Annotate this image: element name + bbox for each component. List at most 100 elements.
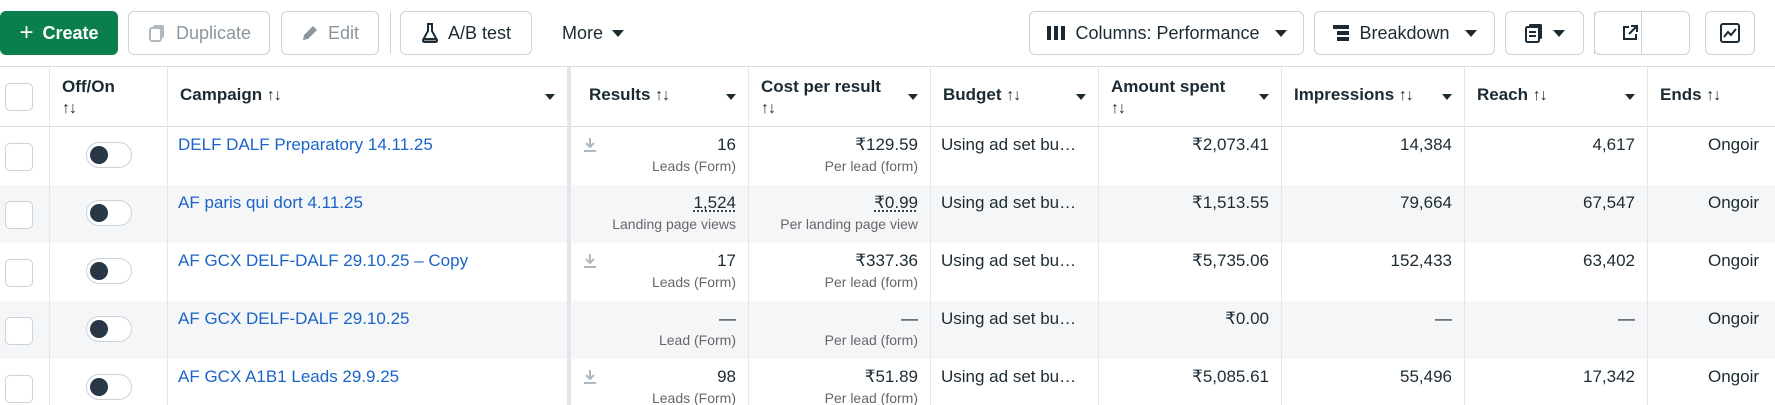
header-campaign[interactable]: Campaign ↑↓ [168,67,568,127]
row-checkbox[interactable] [5,143,33,171]
toggle-cell [50,185,168,243]
table-row[interactable]: AF GCX DELF-DALF 29.10.25 — Lead (Form) — Pe… [0,301,1775,359]
cost-value: ₹0.99 [874,193,918,212]
edit-button[interactable]: Edit [281,11,379,55]
chevron-down-icon[interactable] [908,94,918,100]
campaign-name-link[interactable]: AF GCX A1B1 Leads 29.9.25 [178,367,400,386]
campaign-name-link[interactable]: AF GCX DELF-DALF 29.10.25 [178,309,410,328]
more-button[interactable]: More [550,11,636,55]
columns-button[interactable]: Columns: Performance [1029,11,1304,55]
sort-icon[interactable]: ↑↓ [62,100,77,117]
campaign-toggle[interactable] [86,200,132,226]
header-cost-per-result[interactable]: Cost per result ↑↓ [749,67,931,127]
campaign-name-link[interactable]: AF paris qui dort 4.11.25 [178,193,363,212]
header-ends[interactable]: Ends ↑↓ [1648,67,1775,127]
cost-type: Per landing page view [780,216,918,232]
row-checkbox[interactable] [5,259,33,287]
campaign-cell: DELF DALF Preparatory 14.11.25 [168,127,568,185]
reach-value: 67,547 [1583,193,1635,212]
export-split-divider [1641,11,1642,55]
impressions-value: 14,384 [1400,135,1452,154]
download-icon[interactable] [583,253,597,269]
row-checkbox[interactable] [5,317,33,345]
header-results[interactable]: Results ↑↓ [571,67,749,127]
toggle-knob [90,262,108,280]
table-row[interactable]: AF paris qui dort 4.11.25 1,524 Landing pa… [0,185,1775,243]
table-row[interactable]: DELF DALF Preparatory 14.11.25 16 Leads (F… [0,127,1775,185]
amount-spent-cell: ₹2,073.41 [1099,127,1282,185]
reach-value: 4,617 [1592,135,1635,154]
sort-icon[interactable]: ↑↓ [266,87,282,104]
results-cell: 17 Leads (Form) [571,243,749,301]
amount-spent-cell: ₹5,735.06 [1099,243,1282,301]
chart-button[interactable] [1705,11,1755,55]
cost-cell: ₹129.59 Per lead (form) [749,127,931,185]
results-value: 17 [717,251,736,270]
row-checkbox[interactable] [5,375,33,403]
chevron-down-icon[interactable] [1442,94,1452,100]
sort-icon[interactable]: ↑↓ [761,100,776,117]
results-value: 98 [717,367,736,386]
sort-icon[interactable]: ↑↓ [1111,100,1126,117]
campaign-cell: AF GCX DELF-DALF 29.10.25 [168,301,568,359]
campaign-name-link[interactable]: DELF DALF Preparatory 14.11.25 [178,135,433,154]
sort-icon[interactable]: ↑↓ [655,87,670,104]
campaign-toggle[interactable] [86,374,132,400]
chevron-down-icon[interactable] [1259,94,1269,100]
select-all-checkbox[interactable] [5,83,33,111]
reach-cell: 63,402 [1465,243,1648,301]
impressions-cell: 55,496 [1282,359,1465,405]
ends-cell: Ongoir [1648,301,1775,359]
duplicate-icon [148,25,164,42]
header-reach[interactable]: Reach ↑↓ [1465,67,1648,127]
reports-button[interactable] [1505,11,1584,55]
campaign-name-link[interactable]: AF GCX DELF-DALF 29.10.25 – Copy [178,251,469,270]
ab-test-button[interactable]: A/B test [400,11,532,55]
header-campaign-label: Campaign [180,85,263,104]
impressions-value: 79,664 [1400,193,1452,212]
chevron-down-icon[interactable] [545,94,555,100]
impressions-cell: 79,664 [1282,185,1465,243]
chevron-down-icon[interactable] [726,94,736,100]
impressions-cell: 14,384 [1282,127,1465,185]
sort-icon[interactable]: ↑↓ [1006,87,1021,104]
cost-value: — [901,309,918,328]
results-cell: 98 Leads (Form) [571,359,749,405]
export-button[interactable] [1594,11,1690,55]
header-reach-label: Reach [1477,85,1529,104]
budget-cell: Using ad set bu… [931,127,1099,185]
create-button[interactable]: + Create [0,11,118,55]
toggle-cell [50,243,168,301]
header-budget[interactable]: Budget ↑↓ [931,67,1099,127]
amount-spent-cell: ₹1,513.55 [1099,185,1282,243]
table-row[interactable]: AF GCX A1B1 Leads 29.9.25 98 Leads (Form) ₹… [0,359,1775,405]
duplicate-button[interactable]: Duplicate [128,11,270,55]
chevron-down-icon[interactable] [1076,94,1086,100]
amount-spent-value: ₹2,073.41 [1192,135,1269,154]
results-type: Leads (Form) [651,158,736,174]
breakdown-button[interactable]: Breakdown [1314,11,1495,55]
download-icon[interactable] [583,137,597,153]
cost-type: Per lead (form) [824,158,918,174]
campaign-toggle[interactable] [86,142,132,168]
row-checkbox[interactable] [5,201,33,229]
header-impressions[interactable]: Impressions ↑↓ [1282,67,1465,127]
budget-cell: Using ad set bu… [931,185,1099,243]
budget-value: Using ad set bu… [941,309,1077,328]
ends-value: Ongoir [1708,193,1760,212]
sort-icon[interactable]: ↑↓ [1532,87,1548,104]
campaign-toggle[interactable] [86,258,132,284]
budget-value: Using ad set bu… [941,251,1077,270]
columns-icon [1047,26,1066,40]
table-row[interactable]: AF GCX DELF-DALF 29.10.25 – Copy 17 Leads … [0,243,1775,301]
header-off-on[interactable]: Off/On ↑↓ [50,67,168,127]
ends-cell: Ongoir [1648,185,1775,243]
download-icon[interactable] [583,369,597,385]
sort-icon[interactable]: ↑↓ [1706,87,1721,104]
header-amount-spent[interactable]: Amount spent ↑↓ [1099,67,1282,127]
toolbar-divider [390,12,391,54]
campaign-toggle[interactable] [86,316,132,342]
results-cell: 16 Leads (Form) [571,127,749,185]
chevron-down-icon[interactable] [1625,94,1635,100]
sort-icon[interactable]: ↑↓ [1398,87,1414,104]
